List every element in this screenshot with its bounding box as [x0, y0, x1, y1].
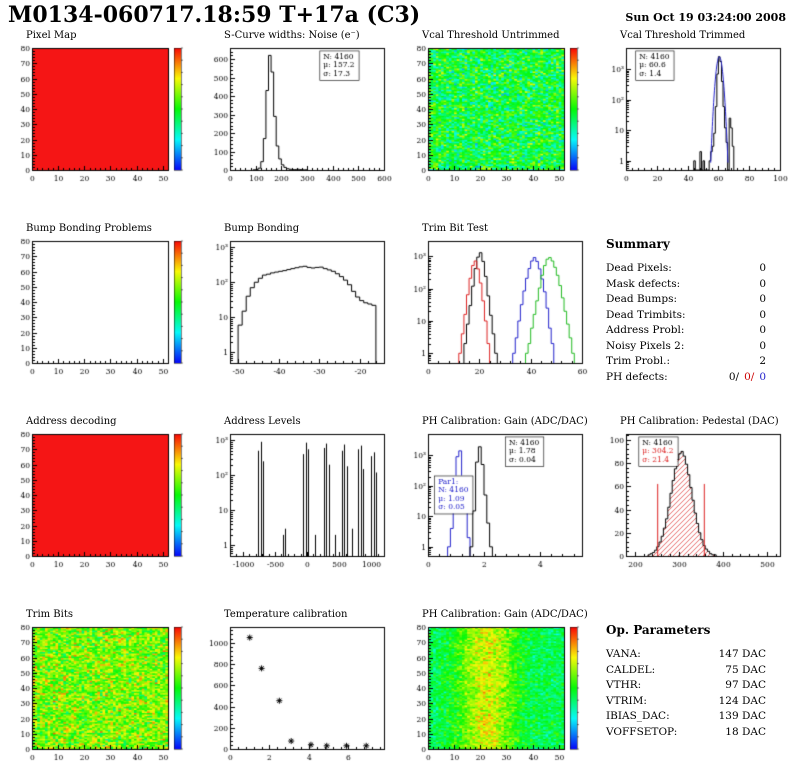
plot-title: Pixel Map — [26, 30, 77, 41]
op-parameter-row: CALDEL: 75 DAC — [606, 663, 766, 679]
op-parameters-panel: Op. Parameters VANA: 147 DAC CALDEL: 75 DA… — [600, 609, 790, 772]
plot-title: Bump Bonding — [224, 223, 300, 234]
bump-problems-canvas — [6, 236, 194, 378]
plot-bump-problems: Bump Bonding Problems — [6, 223, 196, 416]
op-parameter-value: 18 DAC — [725, 725, 766, 738]
summary-row: Address Probl: 0 — [606, 323, 766, 339]
summary-value: 0 — [759, 293, 766, 305]
summary-label: Noisy Pixels 2: — [606, 339, 685, 352]
summary-label: PH defects: — [606, 370, 668, 383]
plot-pixel-map: Pixel Map — [6, 30, 196, 223]
plot-title: PH Calibration: Gain (ADC/DAC) — [422, 609, 588, 620]
summary-row-ph-defects: PH defects: 0/0/0 — [606, 370, 766, 386]
page-title: M0134-060717.18:59 T+17a (C3) — [8, 2, 421, 28]
plot-address-decoding: Address decoding — [6, 416, 196, 609]
plot-ph-pedestal: PH Calibration: Pedestal (DAC) — [600, 416, 790, 609]
trim-bits-canvas — [6, 622, 194, 764]
summary-row: Dead Trimbits: 0 — [606, 308, 766, 324]
summary-row: Mask defects: 0 — [606, 277, 766, 293]
summary-label: Mask defects: — [606, 277, 681, 290]
address-decoding-canvas — [6, 429, 194, 571]
plot-temperature: Temperature calibration — [204, 609, 394, 772]
summary-label: Dead Bumps: — [606, 293, 678, 305]
plot-vcal-untrimmed: Vcal Threshold Untrimmed — [402, 30, 592, 223]
plot-bump-bonding: Bump Bonding — [204, 223, 394, 416]
vcal-trimmed-canvas — [600, 43, 788, 185]
op-parameter-row: IBIAS_DAC: 139 DAC — [606, 709, 766, 725]
op-parameter-row: VTHR: 97 DAC — [606, 678, 766, 694]
summary-row: Dead Bumps: 0 — [606, 292, 766, 308]
address-levels-canvas — [204, 429, 392, 571]
plot-vcal-trimmed: Vcal Threshold Trimmed — [600, 30, 790, 223]
op-parameter-label: VOFFSETOP: — [606, 725, 678, 738]
op-parameter-value: 147 DAC — [718, 648, 766, 660]
temperature-canvas — [204, 622, 392, 764]
pixel-map-canvas — [6, 43, 194, 185]
op-parameter-row: VANA: 147 DAC — [606, 647, 766, 663]
bump-bonding-canvas — [204, 236, 392, 378]
op-parameter-row: VTRIM: 124 DAC — [606, 694, 766, 710]
plot-title: PH Calibration: Gain (ADC/DAC) — [422, 416, 588, 427]
ph-gain-map-canvas — [402, 622, 590, 764]
ph-pedestal-canvas — [600, 429, 788, 571]
plot-title: Trim Bit Test — [422, 223, 489, 234]
plot-ph-gain-hist: PH Calibration: Gain (ADC/DAC) — [402, 416, 592, 609]
op-parameters-title: Op. Parameters — [606, 623, 711, 637]
op-parameter-value: 139 DAC — [718, 710, 766, 722]
summary-label: Trim Probl.: — [606, 355, 671, 367]
ph-defect-blue: 0 — [759, 370, 766, 383]
summary-label: Address Probl: — [606, 324, 685, 336]
plot-title: Address decoding — [26, 416, 117, 427]
plot-title: Temperature calibration — [224, 609, 348, 620]
ph-defects-values: 0/0/0 — [729, 370, 766, 386]
plot-title: Bump Bonding Problems — [26, 223, 152, 234]
summary-value: 2 — [759, 355, 766, 367]
summary-row: Dead Pixels: 0 — [606, 261, 766, 277]
plot-title: Trim Bits — [26, 609, 74, 620]
summary-value: 0 — [759, 277, 766, 290]
op-parameter-label: VANA: — [606, 648, 641, 660]
summary-value: 0 — [759, 324, 766, 336]
plot-scurve-noise: S-Curve widths: Noise (e⁻) — [204, 30, 394, 223]
summary-label: Dead Pixels: — [606, 262, 672, 274]
plot-ph-gain-map: PH Calibration: Gain (ADC/DAC) — [402, 609, 592, 772]
plot-title: S-Curve widths: Noise (e⁻) — [224, 30, 360, 41]
vcal-untrimmed-canvas — [402, 43, 590, 185]
summary-value: 0 — [759, 339, 766, 352]
plot-title: PH Calibration: Pedestal (DAC) — [620, 416, 779, 427]
ph-defect-red: 0/ — [744, 370, 755, 383]
timestamp: Sun Oct 19 03:24:00 2008 — [625, 11, 786, 24]
op-parameter-label: IBIAS_DAC: — [606, 710, 670, 722]
summary-value: 0 — [759, 262, 766, 274]
header: M0134-060717.18:59 T+17a (C3) Sun Oct 19… — [0, 0, 796, 28]
op-parameter-value: 97 DAC — [725, 679, 766, 691]
op-parameter-label: VTRIM: — [606, 694, 647, 707]
summary-label: Dead Trimbits: — [606, 308, 686, 321]
op-parameter-label: VTHR: — [606, 679, 642, 691]
plot-trim-bit-test: Trim Bit Test — [402, 223, 592, 416]
summary-row: Trim Probl.: 2 — [606, 354, 766, 370]
summary-panel: Summary Dead Pixels: 0 Mask defects: 0 Dea… — [600, 223, 790, 416]
ph-defect-black: 0/ — [728, 370, 740, 383]
summary-value: 0 — [759, 308, 766, 321]
op-parameter-value: 124 DAC — [718, 694, 766, 707]
plots-grid: Pixel Map S-Curve widths: Noise (e⁻) Vca… — [6, 30, 790, 772]
plot-trim-bits: Trim Bits — [6, 609, 196, 772]
plot-title: Address Levels — [224, 416, 301, 427]
scurve-noise-canvas — [204, 43, 392, 185]
plot-address-levels: Address Levels — [204, 416, 394, 609]
summary-row: Noisy Pixels 2: 0 — [606, 339, 766, 355]
op-parameter-label: CALDEL: — [606, 663, 656, 676]
plot-title: Vcal Threshold Trimmed — [620, 30, 746, 41]
summary-title: Summary — [606, 237, 670, 251]
plot-title: Vcal Threshold Untrimmed — [422, 30, 560, 41]
op-parameter-value: 75 DAC — [725, 663, 766, 676]
ph-gain-hist-canvas — [402, 429, 590, 571]
trim-bit-test-canvas — [402, 236, 590, 378]
op-parameter-row: VOFFSETOP: 18 DAC — [606, 725, 766, 741]
